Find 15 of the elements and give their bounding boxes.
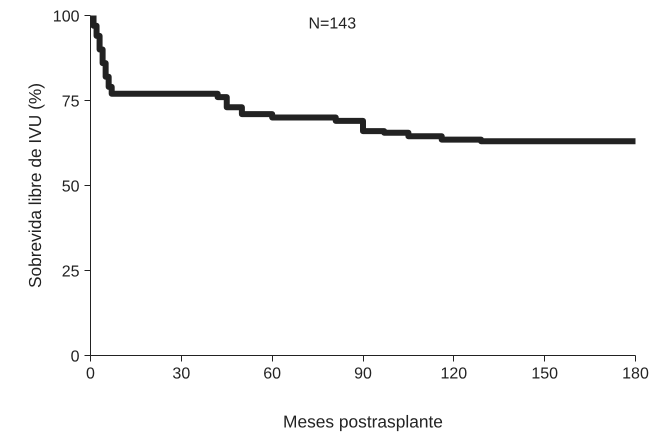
x-tick-label: 60 — [263, 366, 282, 382]
x-tick-label: 0 — [86, 366, 96, 382]
y-tick-label: 100 — [52, 8, 80, 26]
x-tick-label: 90 — [354, 366, 372, 382]
x-tick-label: 30 — [172, 366, 190, 382]
y-axis-title: Sobrevida libre de IVU (%) — [24, 82, 45, 288]
y-tick-label: 25 — [62, 264, 80, 280]
x-tick-label: 150 — [531, 366, 558, 382]
annotation: N=143 — [308, 16, 356, 32]
x-tick-label: 180 — [622, 366, 649, 382]
y-tick-label: 0 — [70, 348, 80, 366]
y-tick-label: 75 — [62, 94, 80, 110]
x-axis-title: Meses postrasplante — [283, 412, 443, 432]
x-tick-label: 120 — [440, 366, 468, 382]
y-tick-label: 50 — [62, 178, 80, 196]
